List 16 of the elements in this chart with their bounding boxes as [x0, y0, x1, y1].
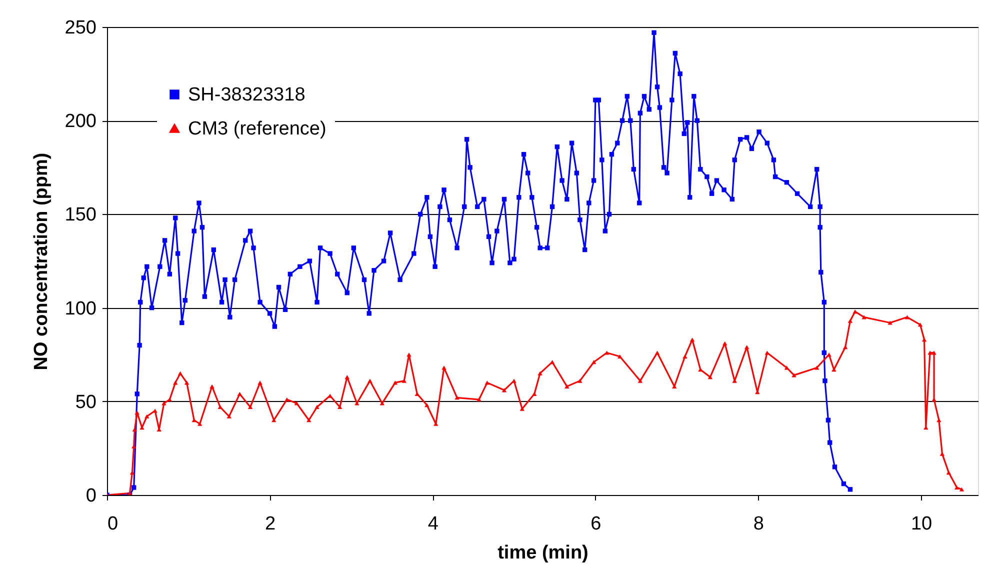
x-tick-label: 2: [265, 514, 276, 534]
y-tick-label: 200: [64, 111, 96, 132]
x-tick-label: 6: [590, 514, 602, 534]
x-tick-label: 8: [753, 514, 764, 534]
x-axis-title: time (min): [498, 542, 588, 564]
legend-label: CM3 (reference): [188, 118, 326, 140]
y-tick-label: 100: [64, 298, 96, 320]
y-tick-label: 250: [64, 18, 96, 38]
x-tick-label: 0: [108, 514, 118, 534]
y-axis-title: NO concentration (ppm): [30, 152, 52, 370]
y-tick-label: 0: [86, 486, 96, 506]
y-tick-label: 150: [64, 204, 96, 226]
x-tick-label: 10: [910, 514, 932, 534]
x-tick-label: 4: [428, 514, 439, 534]
y-tick-label: 50: [75, 392, 96, 413]
legend-label: SH-38323318: [188, 84, 306, 106]
